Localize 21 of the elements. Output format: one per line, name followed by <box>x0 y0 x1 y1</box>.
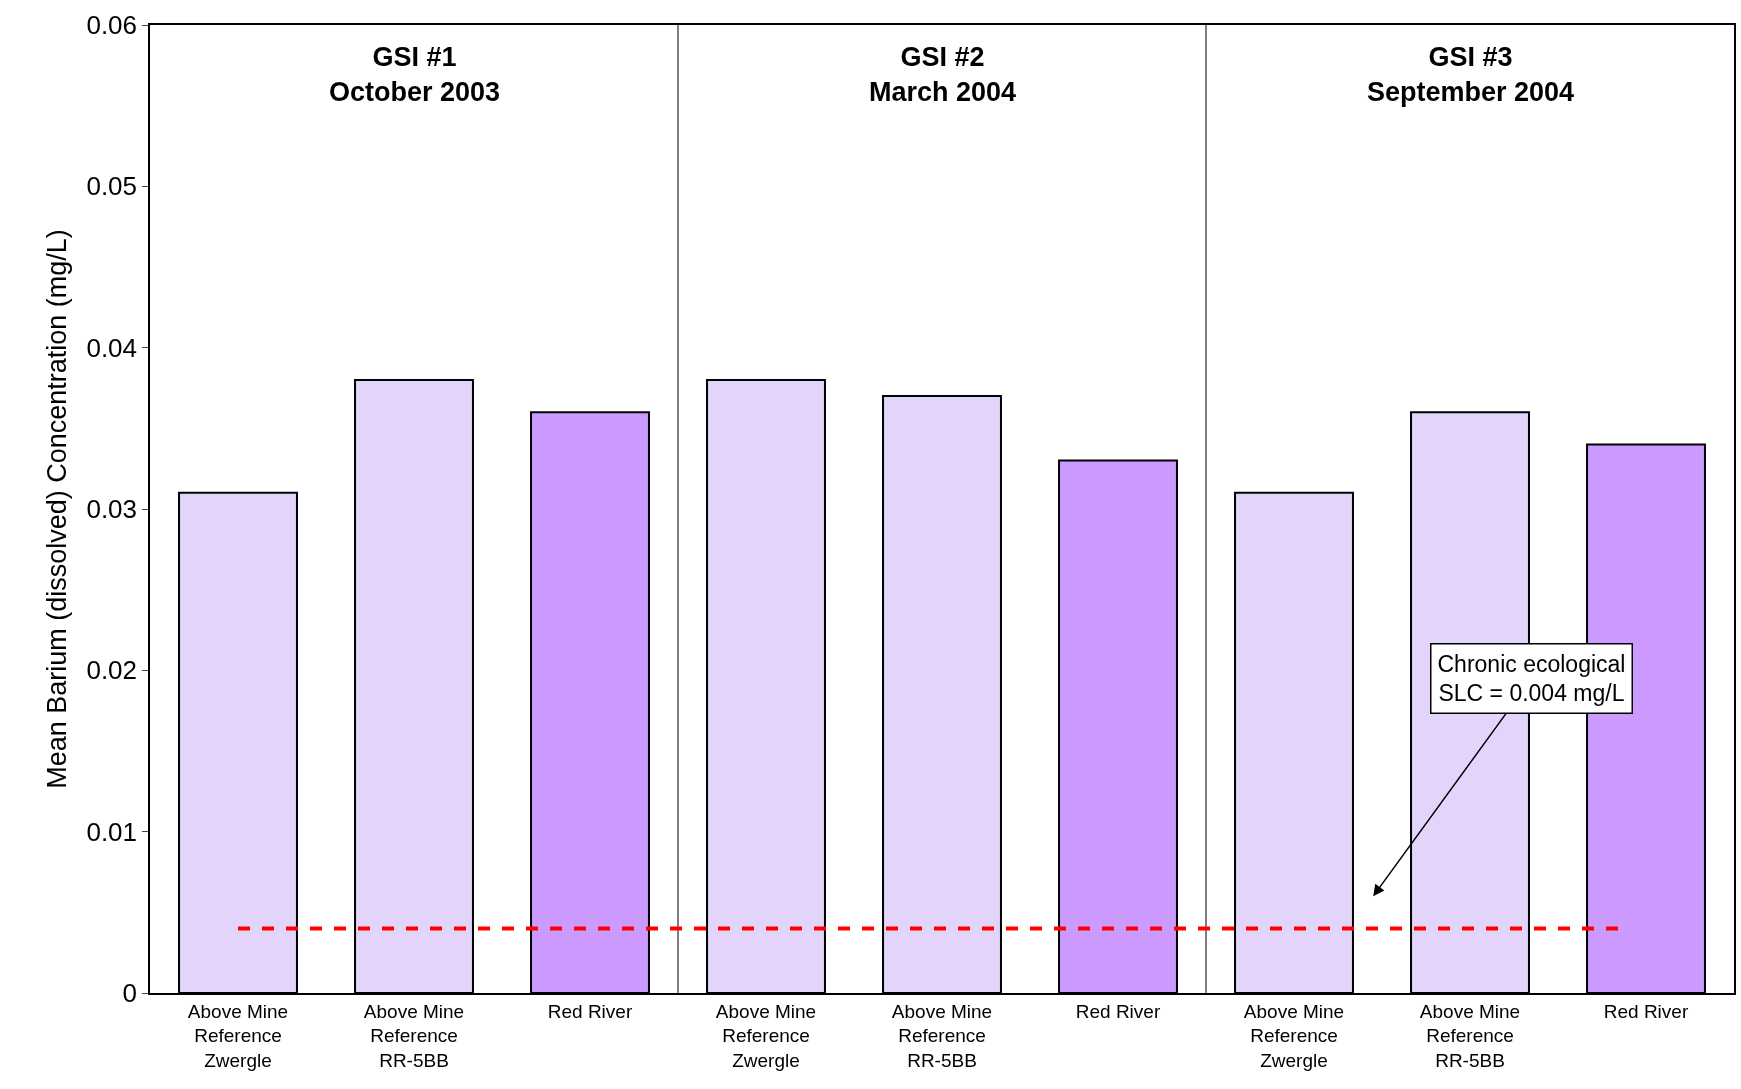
x-tick-label: Red River <box>1603 1000 1689 1022</box>
annotation: Chronic ecological SLC = 0.004 mg/L <box>1437 650 1626 707</box>
y-tick-label: 0.03 <box>86 494 138 525</box>
y-tick-label: 0.02 <box>86 655 138 686</box>
x-tick-label: Above Mine Reference RR-5BB <box>891 1000 993 1071</box>
x-tick-label: Above Mine Reference RR-5BB <box>363 1000 465 1071</box>
x-tick-label: Red River <box>1075 1000 1161 1022</box>
x-tick-label: Above Mine Reference Zwergle <box>187 1000 289 1071</box>
y-tick-label: 0.01 <box>86 816 138 847</box>
x-tick-label: Above Mine Reference RR-5BB <box>1419 1000 1521 1071</box>
x-tick-label: Above Mine Reference Zwergle <box>715 1000 817 1071</box>
y-tick-label: 0.04 <box>86 332 138 363</box>
y-axis-title: Mean Barium (dissolved) Concentration (mg/L) <box>41 229 72 789</box>
x-tick-label: Above Mine Reference Zwergle <box>1243 1000 1345 1071</box>
y-tick-label: 0 <box>122 978 138 1009</box>
annotation: GSI #3 September 2004 <box>1367 42 1575 108</box>
y-tick-label: 0.06 <box>86 10 138 41</box>
annotation: GSI #1 October 2003 <box>329 42 501 108</box>
x-tick-label: Red River <box>547 1000 633 1022</box>
annotation: GSI #2 March 2004 <box>869 42 1017 108</box>
y-tick-label: 0.05 <box>86 171 138 202</box>
